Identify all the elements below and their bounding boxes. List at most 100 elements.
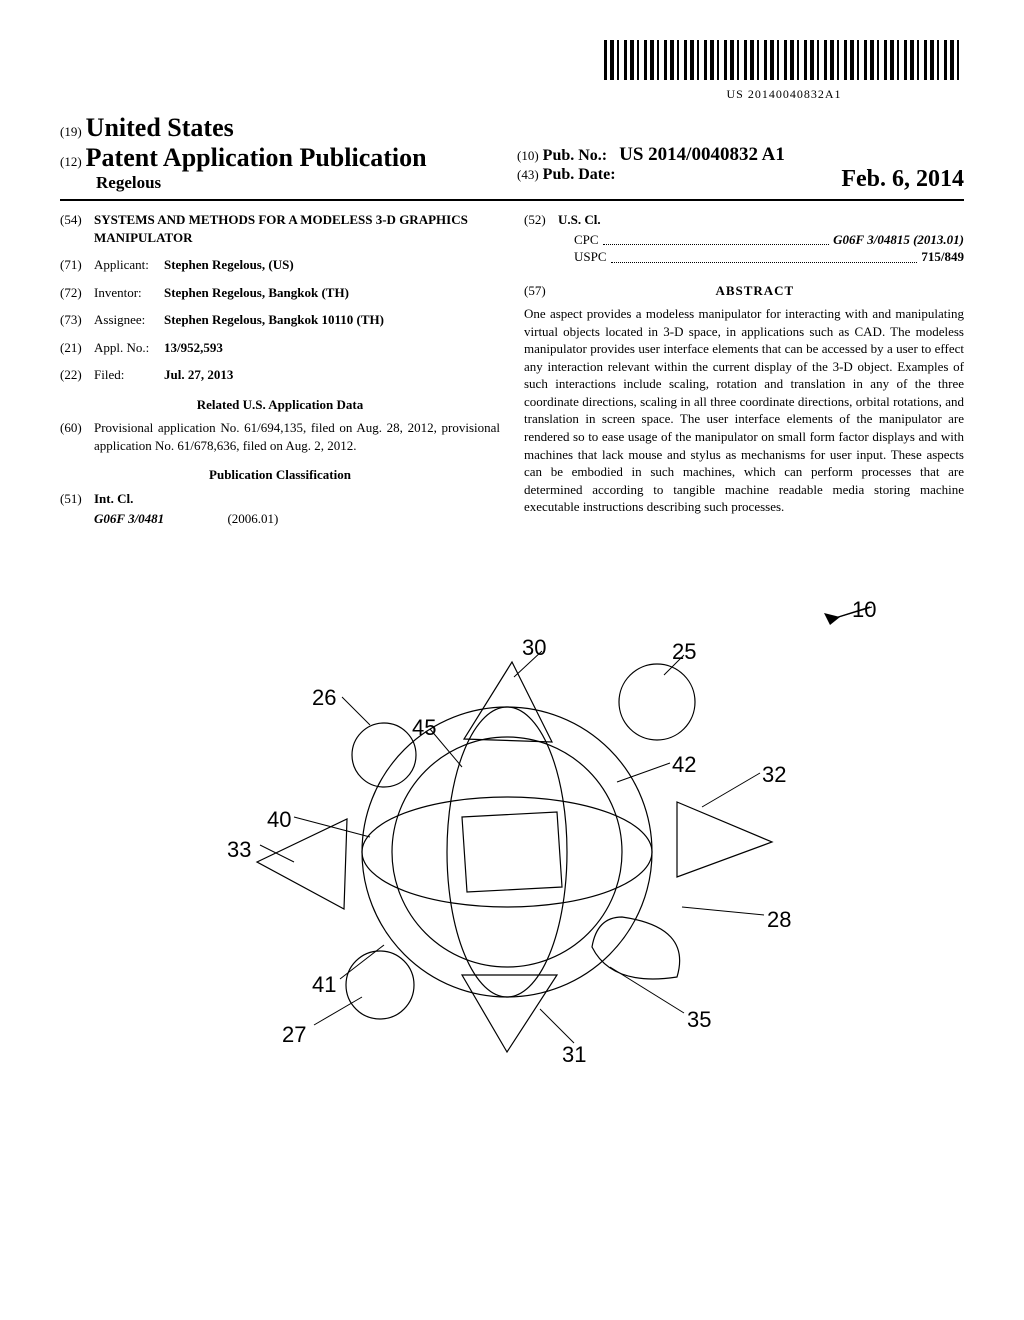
pub-type: Patent Application Publication <box>86 143 427 172</box>
uspc-row: USPC 715/849 <box>574 248 964 266</box>
pubdate-label: Pub. Date: <box>543 166 616 183</box>
applno-row: (21) Appl. No.: 13/952,593 <box>60 339 500 357</box>
related-heading: Related U.S. Application Data <box>60 396 500 414</box>
assignee-name: Stephen Regelous, Bangkok 10110 (TH) <box>164 312 384 327</box>
barcode-graphic <box>604 40 964 80</box>
header-left: (19) United States (12) Patent Applicati… <box>60 113 507 193</box>
figure-label-32: 32 <box>762 762 786 788</box>
uscl-label-text: U.S. Cl. <box>558 212 601 227</box>
intcl-label-text: Int. Cl. <box>94 491 133 506</box>
uspc-label: USPC <box>574 248 607 266</box>
uspc-value-text: 715/849 <box>921 249 964 264</box>
dot-leader <box>611 252 918 263</box>
callout-line <box>540 1009 574 1043</box>
abstract-text: One aspect provides a modeless manipulat… <box>524 305 964 516</box>
intcl-detail: G06F 3/0481 (2006.01) <box>94 510 500 528</box>
pubdate-num: (43) <box>517 167 539 182</box>
filed-label: Filed: <box>94 366 164 384</box>
provisional-row: (60) Provisional application No. 61/694,… <box>60 419 500 454</box>
country: United States <box>86 113 234 142</box>
figure-label-35: 35 <box>687 1007 711 1033</box>
applicant-label: Applicant: <box>94 256 164 274</box>
applno-num: (21) <box>60 339 94 357</box>
uscl-label: U.S. Cl. <box>558 211 964 229</box>
figure-label-45: 45 <box>412 715 436 741</box>
callout-line <box>610 967 684 1013</box>
filed-row: (22) Filed: Jul. 27, 2013 <box>60 366 500 384</box>
intcl-code: G06F 3/0481 <box>94 511 164 526</box>
applicant-num: (71) <box>60 256 94 274</box>
figure-label-33: 33 <box>227 837 251 863</box>
abstract-num: (57) <box>524 282 546 300</box>
assignee-num: (73) <box>60 311 94 329</box>
assignee-row: (73) Assignee: Stephen Regelous, Bangkok… <box>60 311 500 329</box>
callout-line <box>314 997 362 1025</box>
figure-label-10: 10 <box>852 597 876 623</box>
figure-label-25: 25 <box>672 639 696 665</box>
callout-line <box>702 773 760 807</box>
pubclass-heading: Publication Classification <box>60 466 500 484</box>
filed-value: Jul. 27, 2013 <box>164 366 500 384</box>
provisional-num: (60) <box>60 419 94 454</box>
abstract-block: (57) ABSTRACT One aspect provides a mode… <box>524 282 964 516</box>
callout-line <box>294 817 370 837</box>
intcl-label: Int. Cl. <box>94 490 500 508</box>
abstract-heading: ABSTRACT <box>524 282 964 300</box>
applicant-name: Stephen Regelous, (US) <box>164 257 294 272</box>
callout-line <box>342 697 370 725</box>
pubno-value: US 2014/0040832 A1 <box>619 144 785 165</box>
pub-type-num: (12) <box>60 154 82 169</box>
dot-leader <box>603 234 830 245</box>
callout-line <box>617 763 670 782</box>
header-right: (10) Pub. No.: US 2014/0040832 A1 (43) P… <box>507 144 964 193</box>
applno-value: 13/952,593 <box>164 339 500 357</box>
provisional-text: Provisional application No. 61/694,135, … <box>94 419 500 454</box>
barcode-text: US 20140040832A1 <box>604 87 964 102</box>
applno-text: 13/952,593 <box>164 340 223 355</box>
figure-label-40: 40 <box>267 807 291 833</box>
intcl-num: (51) <box>60 490 94 508</box>
callout-line <box>682 907 764 915</box>
assignee-label: Assignee: <box>94 311 164 329</box>
applicant-value: Stephen Regelous, (US) <box>164 256 500 274</box>
cpc-value: G06F 3/04815 (2013.01) <box>833 231 964 249</box>
figure-label-41: 41 <box>312 972 336 998</box>
callout-line <box>340 945 384 979</box>
header-row: (19) United States (12) Patent Applicati… <box>60 113 964 201</box>
patent-page: US 20140040832A1 (19) United States (12)… <box>0 0 1024 1137</box>
figure-label-26: 26 <box>312 685 336 711</box>
callout-line <box>260 845 294 862</box>
figure-label-42: 42 <box>672 752 696 778</box>
title-num: (54) <box>60 211 94 246</box>
cpc-label: CPC <box>574 231 599 249</box>
title-row: (54) SYSTEMS AND METHODS FOR A MODELESS … <box>60 211 500 246</box>
barcode-block: US 20140040832A1 <box>60 40 964 103</box>
figure-label-31: 31 <box>562 1042 586 1068</box>
body-columns: (54) SYSTEMS AND METHODS FOR A MODELESS … <box>60 211 964 527</box>
inventor-row: (72) Inventor: Stephen Regelous, Bangkok… <box>60 284 500 302</box>
intcl-row: (51) Int. Cl. <box>60 490 500 508</box>
figure-area: 1030252645423240332841273531 <box>60 567 964 1097</box>
left-column: (54) SYSTEMS AND METHODS FOR A MODELESS … <box>60 211 500 527</box>
uscl-num: (52) <box>524 211 558 229</box>
inventor-name: Stephen Regelous, Bangkok (TH) <box>164 285 349 300</box>
intcl-year: (2006.01) <box>227 511 278 526</box>
assignee-value: Stephen Regelous, Bangkok 10110 (TH) <box>164 311 500 329</box>
inventor-label: Inventor: <box>94 284 164 302</box>
applno-label: Appl. No.: <box>94 339 164 357</box>
country-num: (19) <box>60 124 82 139</box>
inventor-num: (72) <box>60 284 94 302</box>
figure-label-30: 30 <box>522 635 546 661</box>
uscl-row: (52) U.S. Cl. <box>524 211 964 229</box>
uspc-value: 715/849 <box>921 248 964 266</box>
invention-title: SYSTEMS AND METHODS FOR A MODELESS 3-D G… <box>94 211 500 246</box>
right-column: (52) U.S. Cl. CPC G06F 3/04815 (2013.01)… <box>524 211 964 527</box>
pubno-num: (10) <box>517 148 539 163</box>
cpc-row: CPC G06F 3/04815 (2013.01) <box>574 231 964 249</box>
author-surname: Regelous <box>96 173 507 193</box>
filed-num: (22) <box>60 366 94 384</box>
applicant-row: (71) Applicant: Stephen Regelous, (US) <box>60 256 500 274</box>
pubdate-value: Feb. 6, 2014 <box>841 166 964 193</box>
pubno-label: Pub. No.: <box>543 147 607 164</box>
figure-label-27: 27 <box>282 1022 306 1048</box>
